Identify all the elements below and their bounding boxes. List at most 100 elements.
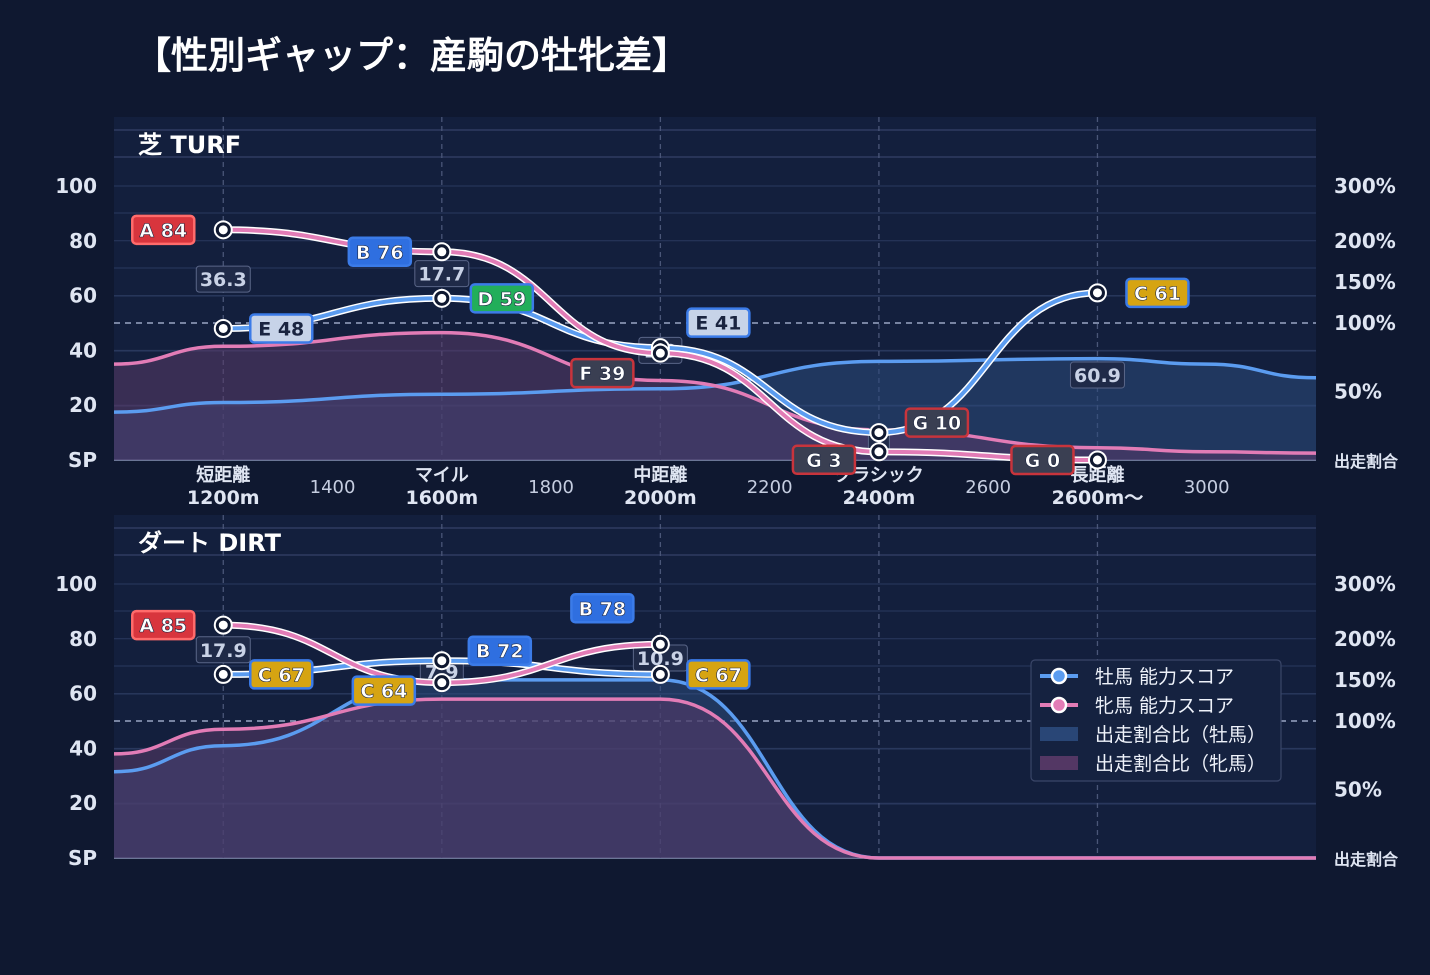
score-marker-inner (215, 320, 231, 336)
score-marker-inner (434, 653, 450, 669)
y2-tick-label: 300% (1334, 572, 1396, 596)
score-marker-inner (652, 636, 668, 652)
y2-tick-label: 50% (1334, 778, 1382, 802)
grade-badge-label: F 39 (579, 363, 625, 385)
grade-badge (570, 357, 635, 389)
y-tick-label: SP (68, 448, 97, 472)
grade-badge-label: E 41 (695, 313, 741, 335)
y-tick-label: 20 (69, 791, 97, 815)
y-tick-label: 80 (69, 627, 97, 651)
score-marker-inner (434, 244, 450, 260)
gap-label: 60.9 (1074, 365, 1121, 387)
score-marker-inner (215, 617, 231, 633)
y2-tick-label: 100% (1334, 709, 1396, 733)
legend-marker-swatch (1050, 667, 1068, 685)
grade-badge-label: A 85 (139, 615, 187, 637)
legend-patch-swatch (1040, 756, 1078, 770)
x-tick-label: 1400 (310, 477, 356, 498)
y2-tick-label: 200% (1334, 627, 1396, 651)
gap-label: 10.9 (637, 648, 684, 670)
score-marker-inner (215, 666, 231, 682)
x-tick-label: 3000 (1184, 477, 1230, 498)
legend-label: 出走割合比（牡馬） (1095, 724, 1266, 746)
grade-badge-label: G 10 (913, 413, 962, 435)
ratio-line-female (113, 697, 1316, 860)
y2-tick-label: 150% (1334, 270, 1396, 294)
legend-marker-swatch (1050, 696, 1068, 714)
x-tick-sublabel: 2000m (624, 487, 697, 509)
gap-label: 17.7 (418, 264, 465, 286)
grade-badge (686, 659, 751, 690)
score-marker-inner (1089, 452, 1105, 468)
grade-badge (686, 307, 751, 338)
grade-badge-label: B 78 (579, 598, 627, 620)
panel-turf: 芝 TURF SP 20 40 60 80 100 出走割合 50% 100% 150% 200% 30… (55, 117, 1399, 509)
grade-badge (791, 444, 857, 476)
score-marker-inner (215, 222, 231, 238)
y-tick-label: 60 (69, 284, 97, 308)
y-tick-label: 60 (69, 682, 97, 706)
grade-badge-label: C 67 (695, 664, 742, 686)
grade-badge (347, 236, 413, 268)
legend-label: 牡馬 能力スコア (1095, 666, 1234, 688)
x-tick-sublabel: 1600m (405, 487, 478, 509)
panel-title: 芝 TURF (138, 131, 241, 159)
ratio-area-female (114, 332, 1316, 460)
ratio-line-female (113, 330, 1317, 455)
score-marker-inner (1089, 285, 1105, 301)
grade-badge (131, 609, 196, 641)
x-tick-label: クラシック (834, 465, 924, 486)
gap-label: 7.9 (425, 662, 459, 684)
grade-badge (351, 675, 417, 706)
grade-badge-label: A 84 (139, 220, 187, 242)
grade-badge (249, 313, 314, 344)
y2-tick-label: 出走割合 (1334, 452, 1399, 471)
grade-badge-label: C 67 (258, 664, 305, 686)
gap-label-box (1069, 361, 1125, 389)
grade-badge-label: B 76 (356, 242, 404, 264)
y-tick-label: 40 (69, 338, 97, 362)
y-tick-label: 100 (55, 572, 97, 596)
y2-tick-label: 200% (1334, 229, 1396, 253)
legend-patch-swatch (1040, 727, 1078, 741)
y2-tick-label: 出走割合 (1334, 850, 1399, 869)
score-marker-inner (434, 290, 450, 306)
legend-box (1030, 659, 1282, 782)
grade-badge (469, 283, 535, 314)
y-tick-label: 40 (69, 736, 97, 760)
gap-label-box (195, 636, 251, 664)
chart-title: 【性別ギャップ：産駒の牡牝差】 (134, 34, 689, 77)
panel-dirt: ダート DIRT SP 20 40 60 80 100 出走割合 50% 100% 150% 200%… (55, 515, 1399, 870)
legend-label: 出走割合比（牝馬） (1095, 753, 1266, 775)
panel-title: ダート DIRT (138, 529, 282, 557)
grade-badge (467, 635, 533, 666)
grade-badge-label: E 48 (258, 318, 304, 340)
gap-label: 36.3 (200, 269, 247, 291)
grade-badge-label: C 64 (360, 681, 407, 703)
y-tick-label: SP (68, 846, 97, 870)
grade-badge (1010, 444, 1075, 476)
grade-badge-label: C 61 (1134, 283, 1181, 305)
x-tick-sublabel: 2600m〜 (1052, 487, 1144, 509)
grade-badge-label: G 3 (806, 450, 841, 472)
x-tick-label: 1800 (528, 477, 574, 498)
legend-label: 牝馬 能力スコア (1095, 695, 1234, 717)
y2-tick-label: 150% (1334, 668, 1396, 692)
x-tick-label: 2600 (965, 477, 1011, 498)
x-tick-label: 中距離 (633, 464, 687, 486)
x-tick-sublabel: 1200m (187, 487, 260, 509)
y-tick-label: 100 (55, 174, 97, 198)
score-line-male (223, 290, 1098, 435)
x-tick-label: 2200 (747, 477, 793, 498)
gap-label: 17.9 (200, 640, 247, 662)
y-tick-label: 80 (69, 229, 97, 253)
grade-badge (904, 407, 970, 438)
grade-badge (249, 659, 314, 690)
y-tick-label: 20 (69, 393, 97, 417)
y2-tick-label: 100% (1334, 311, 1396, 335)
score-marker-inner (652, 345, 668, 361)
y2-tick-label: 300% (1334, 174, 1396, 198)
x-tick-label: マイル (415, 465, 469, 486)
